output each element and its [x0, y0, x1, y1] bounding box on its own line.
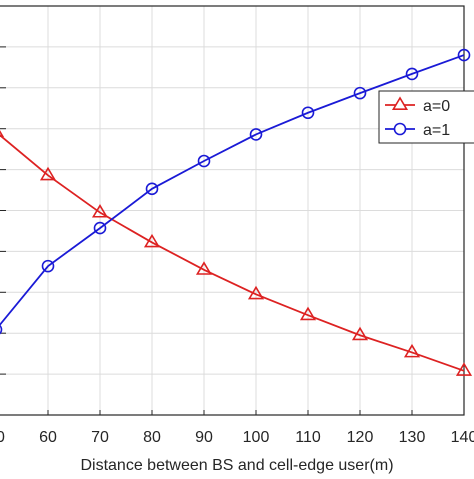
grid-lines	[0, 6, 465, 415]
data-point	[39, 166, 57, 181]
legend-label: a=1	[423, 122, 450, 139]
x-tick-label: 130	[399, 429, 426, 446]
x-tick-label: 110	[295, 429, 321, 446]
x-tick-label: 50	[0, 429, 5, 446]
data-point	[197, 154, 211, 168]
legend-label: a=0	[423, 98, 450, 115]
data-point	[247, 285, 265, 300]
x-tick-label: 80	[143, 429, 161, 446]
series-a=1	[0, 48, 471, 335]
series-layer	[0, 48, 473, 376]
series-line	[0, 54, 465, 327]
plot-area-frame	[0, 5, 465, 416]
legend-box	[378, 90, 474, 144]
data-point	[455, 362, 473, 376]
data-point	[299, 306, 317, 321]
x-axis-label: Distance between BS and cell-edge user(m…	[80, 457, 393, 474]
x-tick-label: 90	[195, 429, 213, 446]
data-point	[403, 343, 421, 358]
data-point	[353, 86, 367, 100]
data-point	[0, 324, 3, 335]
axis-ticks: 50 60 70 80 90 100 110 120 130 140	[0, 46, 474, 446]
data-point	[93, 221, 107, 235]
legend-marker	[391, 96, 409, 110]
x-tick-label: 140	[451, 429, 474, 446]
x-tick-label: 70	[91, 429, 109, 446]
data-point	[41, 259, 55, 273]
data-point	[91, 203, 109, 218]
series-line	[0, 134, 465, 372]
data-point	[457, 48, 471, 62]
data-point	[145, 182, 159, 196]
series-a=0	[0, 130, 473, 376]
legend-marker	[393, 122, 407, 136]
x-tick-label: 100	[243, 429, 270, 446]
data-point	[351, 326, 369, 341]
data-point	[249, 128, 263, 141]
x-tick-label: 120	[347, 429, 374, 446]
data-point	[143, 233, 161, 248]
data-point	[195, 261, 213, 275]
legend: a=0a=1	[378, 90, 474, 144]
data-point	[405, 67, 419, 81]
data-point	[301, 106, 315, 120]
x-tick-label: 60	[39, 429, 57, 446]
